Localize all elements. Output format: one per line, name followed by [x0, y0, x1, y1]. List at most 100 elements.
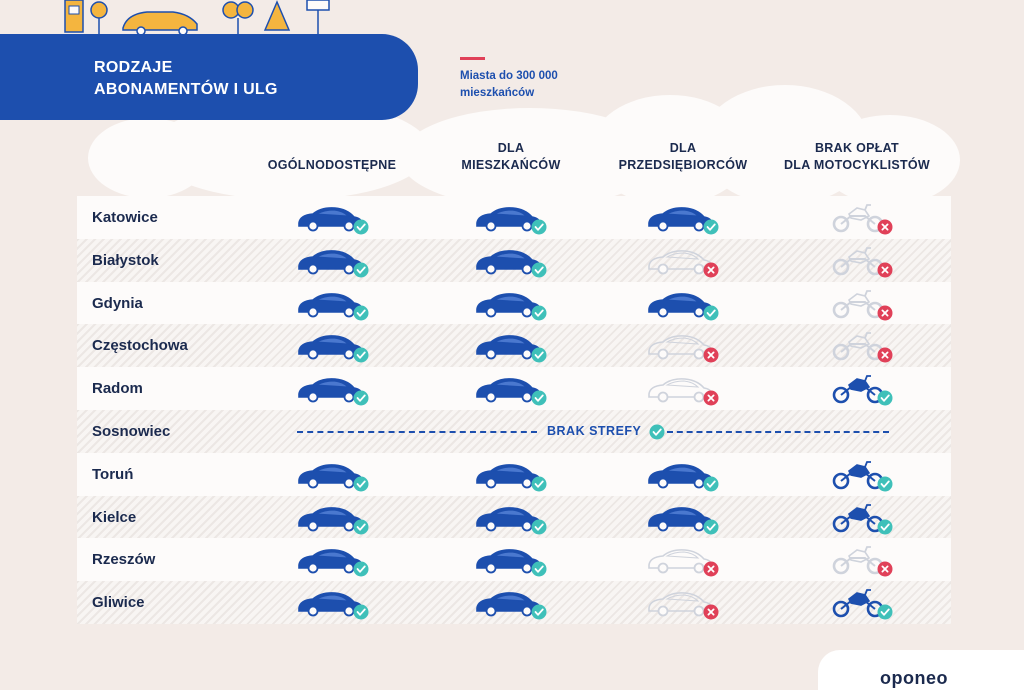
cell-general — [297, 196, 369, 239]
car-icon — [298, 506, 369, 535]
no-zone-dashed-line — [667, 431, 889, 433]
cell-general — [297, 324, 369, 367]
cell-general — [297, 538, 369, 581]
car-icon — [648, 292, 719, 321]
car-icon — [476, 506, 547, 535]
table-row: Gliwice — [77, 581, 951, 625]
car-icon — [648, 549, 719, 577]
city-name: Sosnowiec — [92, 423, 171, 440]
comparison-table: Katowice Białystok Gdynia Częstochowa Radom S… — [77, 196, 951, 625]
title-banner — [0, 34, 418, 120]
city-name: Katowice — [92, 209, 158, 226]
car-icon — [298, 292, 369, 321]
cell-entrepreneurs — [647, 196, 719, 239]
city-name: Toruń — [92, 465, 134, 483]
car-icon — [648, 249, 719, 278]
cell-residents — [475, 496, 547, 539]
cell-residents — [475, 453, 547, 496]
motorcycle-icon — [832, 460, 893, 492]
car-icon — [476, 463, 547, 492]
cell-entrepreneurs — [647, 453, 719, 496]
car-icon — [476, 292, 547, 321]
cell-residents — [475, 196, 547, 239]
column-header-entrepreneurs: DLA PRZEDSIĘBIORCÓW — [618, 141, 748, 172]
no-zone-label: BRAK STREFY — [547, 424, 642, 438]
motorcycle-icon — [832, 546, 893, 577]
page-title: RODZAJE ABONAMENTÓW I ULG — [94, 57, 354, 101]
city-name: Rzeszów — [92, 551, 156, 569]
motorcycle-icon — [832, 375, 893, 406]
table-row: Kielce — [77, 495, 951, 539]
table-row: Radom — [77, 367, 951, 411]
background-cloud — [820, 115, 960, 205]
cell-entrepreneurs — [647, 581, 719, 624]
cell-motorcyclists — [831, 196, 897, 239]
city-name: Gdynia — [92, 294, 143, 312]
car-icon — [648, 207, 719, 235]
table-row: Toruń — [77, 452, 951, 496]
cell-general — [297, 367, 369, 410]
car-icon — [476, 335, 547, 363]
motorcycle-icon — [832, 204, 893, 235]
car-icon — [298, 549, 369, 577]
cell-entrepreneurs — [647, 496, 719, 539]
cell-residents — [475, 239, 547, 282]
cell-general — [297, 239, 369, 282]
legend-accent-line — [460, 57, 485, 60]
cell-general — [297, 282, 369, 325]
column-header-motorcyclists: BRAK OPŁAT DLA MOTOCYKLISTÓW — [783, 141, 931, 172]
cell-entrepreneurs — [647, 239, 719, 282]
motorcycle-icon — [832, 589, 893, 620]
car-icon — [298, 207, 369, 235]
cell-motorcyclists — [831, 581, 897, 624]
car-icon — [476, 549, 547, 577]
cell-entrepreneurs — [647, 538, 719, 581]
car-icon — [298, 378, 369, 406]
cell-entrepreneurs — [647, 324, 719, 367]
car-icon — [298, 249, 369, 278]
table-row: Częstochowa — [77, 324, 951, 368]
legend-note: Miasta do 300 000 mieszkańców — [460, 68, 610, 102]
car-icon — [298, 592, 369, 620]
car-icon — [648, 335, 719, 363]
city-name: Kielce — [92, 508, 137, 526]
car-icon — [648, 378, 719, 406]
car-icon — [476, 249, 547, 278]
motorcycle-icon — [832, 246, 893, 278]
cell-residents — [475, 282, 547, 325]
cell-entrepreneurs — [647, 367, 719, 410]
city-name: Częstochowa — [92, 337, 188, 355]
page-title-line-2: ABONAMENTÓW I ULG — [94, 81, 278, 98]
cell-motorcyclists — [831, 282, 897, 325]
car-icon — [476, 207, 547, 235]
cell-motorcyclists — [831, 324, 897, 367]
table-row: Katowice — [77, 196, 951, 239]
cell-motorcyclists — [831, 453, 897, 496]
cell-general — [297, 496, 369, 539]
column-header-residents: DLA MIESZKAŃCÓW — [461, 141, 561, 172]
no-zone-dashed-line — [297, 431, 537, 433]
city-name: Gliwice — [92, 594, 145, 612]
car-icon — [476, 592, 547, 620]
car-icon — [476, 378, 547, 406]
car-icon — [648, 592, 719, 620]
motorcycle-icon — [832, 289, 893, 321]
motorcycle-icon — [832, 503, 893, 535]
motorcycle-icon — [832, 332, 893, 363]
page-title-line-1: RODZAJE — [94, 59, 173, 76]
car-icon — [648, 506, 719, 535]
table-row: Białystok — [77, 238, 951, 282]
cell-residents — [475, 538, 547, 581]
city-name: Radom — [92, 380, 143, 398]
cell-residents — [475, 324, 547, 367]
car-icon — [298, 335, 369, 363]
cell-general — [297, 453, 369, 496]
legend-note-line-1: Miasta do 300 000 — [460, 70, 558, 82]
table-row: Rzeszów — [77, 538, 951, 582]
legend-note-line-2: mieszkańców — [460, 87, 535, 99]
table-row: Gdynia — [77, 281, 951, 325]
car-icon — [298, 463, 369, 492]
table-row: Sosnowiec BRAK STREFY — [77, 410, 951, 453]
cell-motorcyclists — [831, 496, 897, 539]
cell-motorcyclists — [831, 367, 897, 410]
